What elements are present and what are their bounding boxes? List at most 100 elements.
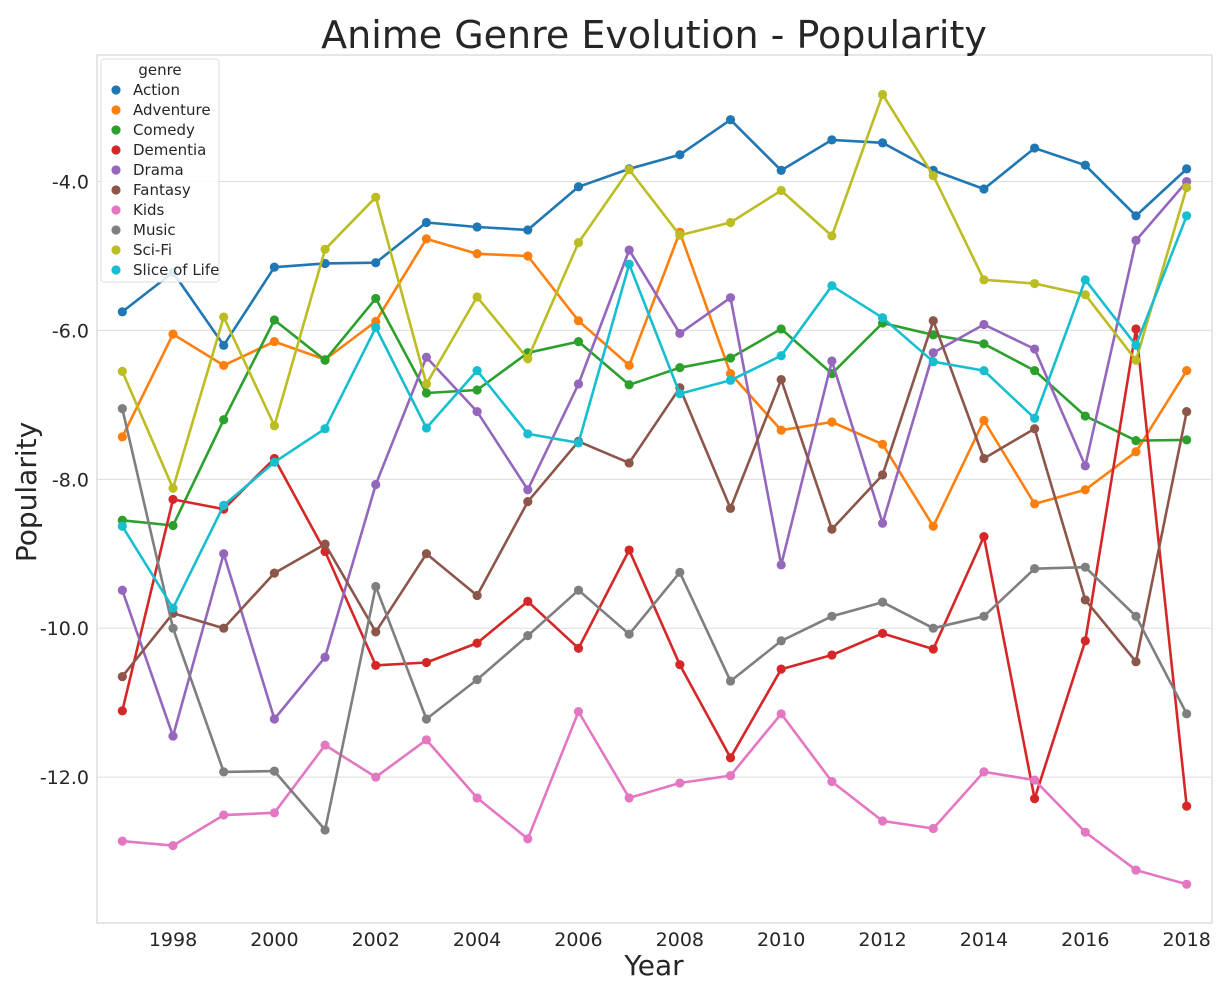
data-point-comedy bbox=[1080, 411, 1090, 421]
y-tick-label: -10.0 bbox=[40, 618, 89, 640]
data-point-slice-of-life bbox=[675, 389, 685, 399]
data-point-adventure bbox=[827, 417, 837, 427]
data-point-slice-of-life bbox=[421, 423, 432, 433]
legend-label: Kids bbox=[133, 201, 165, 219]
data-point-kids bbox=[1030, 775, 1040, 785]
data-point-dementia bbox=[1030, 794, 1040, 804]
data-point-adventure bbox=[624, 360, 634, 371]
data-point-fantasy bbox=[117, 671, 127, 682]
data-point-slice-of-life bbox=[725, 375, 736, 385]
data-point-music bbox=[219, 767, 229, 777]
data-point-drama bbox=[421, 352, 432, 362]
series-music bbox=[117, 404, 1192, 835]
data-point-fantasy bbox=[472, 590, 482, 601]
data-point-action bbox=[1080, 160, 1090, 170]
data-point-music bbox=[168, 623, 178, 633]
data-point-sci-fi bbox=[725, 217, 736, 228]
data-point-slice-of-life bbox=[928, 357, 938, 367]
data-point-adventure bbox=[168, 329, 178, 339]
data-point-drama bbox=[725, 293, 736, 303]
data-point-adventure bbox=[269, 337, 279, 347]
legend-label: Music bbox=[133, 221, 176, 239]
data-point-sci-fi bbox=[979, 275, 989, 285]
data-point-comedy bbox=[371, 293, 381, 304]
legend-marker bbox=[111, 125, 121, 135]
data-point-music bbox=[523, 631, 533, 641]
legend-label: Drama bbox=[133, 161, 184, 179]
data-point-adventure bbox=[219, 360, 229, 371]
data-point-comedy bbox=[421, 388, 432, 398]
series-sci-fi bbox=[117, 89, 1192, 493]
data-point-adventure bbox=[1131, 447, 1141, 457]
legend-marker bbox=[111, 145, 121, 155]
data-point-music bbox=[675, 567, 685, 577]
data-point-slice-of-life bbox=[371, 322, 381, 333]
data-point-dementia bbox=[624, 545, 634, 555]
data-point-slice-of-life bbox=[1182, 211, 1192, 221]
data-point-kids bbox=[1080, 827, 1090, 837]
legend-item-kids: Kids bbox=[111, 201, 165, 219]
data-point-action bbox=[979, 184, 989, 194]
series-line-action bbox=[121, 118, 1188, 347]
x-tick-label: 2002 bbox=[352, 929, 400, 951]
data-point-comedy bbox=[320, 355, 330, 365]
data-point-action bbox=[827, 135, 837, 145]
data-point-drama bbox=[776, 560, 786, 570]
data-point-sci-fi bbox=[219, 312, 229, 322]
data-point-comedy bbox=[675, 363, 685, 373]
data-point-sci-fi bbox=[1080, 290, 1090, 300]
data-point-action bbox=[523, 225, 533, 235]
data-point-action bbox=[573, 182, 584, 192]
legend-label: Sci-Fi bbox=[133, 241, 172, 259]
data-point-music bbox=[1131, 611, 1141, 621]
legend-item-action: Action bbox=[111, 81, 180, 99]
data-point-adventure bbox=[1182, 366, 1192, 376]
data-point-music bbox=[269, 766, 279, 776]
data-point-action bbox=[269, 262, 279, 272]
data-point-comedy bbox=[1030, 366, 1040, 376]
data-point-slice-of-life bbox=[877, 313, 888, 323]
data-point-slice-of-life bbox=[117, 521, 127, 531]
data-point-slice-of-life bbox=[827, 281, 837, 291]
data-point-kids bbox=[117, 836, 127, 846]
data-point-sci-fi bbox=[472, 292, 482, 302]
data-point-adventure bbox=[877, 439, 888, 449]
legend-item-slice-of-life: Slice of Life bbox=[111, 261, 219, 279]
data-point-dementia bbox=[168, 494, 178, 505]
data-point-music bbox=[421, 714, 432, 724]
legend-marker bbox=[111, 85, 121, 95]
x-axis-label: Year bbox=[623, 949, 684, 982]
data-point-action bbox=[1182, 164, 1192, 174]
series-line-fantasy bbox=[121, 319, 1188, 678]
data-point-dementia bbox=[928, 644, 938, 654]
data-point-music bbox=[117, 404, 127, 414]
grid-lines bbox=[97, 181, 1212, 778]
data-point-fantasy bbox=[1131, 657, 1141, 667]
data-point-kids bbox=[523, 834, 533, 844]
data-point-kids bbox=[320, 740, 330, 750]
data-point-kids bbox=[827, 776, 837, 787]
legend-label: Fantasy bbox=[133, 181, 191, 199]
legend-item-adventure: Adventure bbox=[111, 101, 211, 119]
data-point-drama bbox=[928, 348, 938, 358]
data-point-fantasy bbox=[219, 623, 229, 633]
data-point-fantasy bbox=[1182, 406, 1192, 417]
data-point-slice-of-life bbox=[168, 603, 178, 613]
data-point-dementia bbox=[472, 638, 482, 648]
data-point-kids bbox=[219, 810, 229, 820]
data-point-drama bbox=[1080, 461, 1090, 471]
data-point-slice-of-life bbox=[1131, 340, 1141, 350]
legend-label: Comedy bbox=[133, 121, 195, 139]
data-point-action bbox=[472, 222, 482, 232]
data-point-kids bbox=[1131, 865, 1141, 875]
data-point-action bbox=[219, 340, 229, 350]
legend: genre Action Adventure Comedy Dementia Drama… bbox=[100, 58, 220, 283]
data-point-kids bbox=[371, 772, 381, 782]
y-axis-label: Popularity bbox=[10, 422, 43, 562]
data-point-adventure bbox=[523, 251, 533, 261]
data-point-dementia bbox=[979, 532, 989, 542]
data-point-kids bbox=[877, 816, 888, 826]
data-point-kids bbox=[472, 793, 482, 803]
data-point-slice-of-life bbox=[472, 366, 482, 376]
data-point-sci-fi bbox=[269, 421, 279, 431]
